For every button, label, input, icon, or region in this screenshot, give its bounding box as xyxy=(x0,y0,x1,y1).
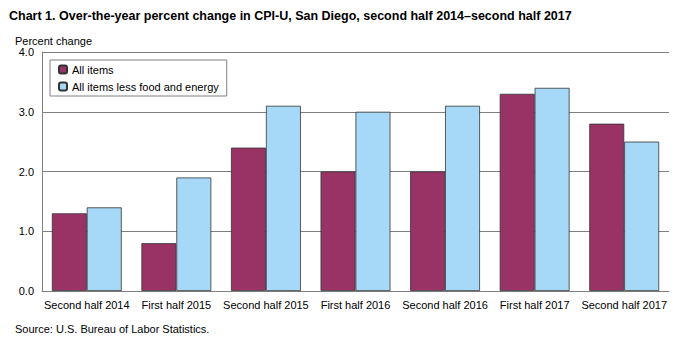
svg-text:All items: All items xyxy=(72,64,114,76)
svg-text:3.0: 3.0 xyxy=(19,106,34,118)
svg-text:Second half 2016: Second half 2016 xyxy=(402,299,488,311)
svg-text:First half 2016: First half 2016 xyxy=(321,299,391,311)
svg-text:Chart 1. Over-the-year percent: Chart 1. Over-the-year percent change in… xyxy=(9,9,572,23)
svg-text:Percent change: Percent change xyxy=(15,35,92,47)
svg-text:1.0: 1.0 xyxy=(19,225,34,237)
svg-text:Second half 2017: Second half 2017 xyxy=(581,299,667,311)
svg-text:First half 2017: First half 2017 xyxy=(500,299,570,311)
svg-text:Second half 2015: Second half 2015 xyxy=(223,299,309,311)
svg-text:First half 2015: First half 2015 xyxy=(142,299,212,311)
svg-text:Second half 2014: Second half 2014 xyxy=(44,299,130,311)
svg-text:2.0: 2.0 xyxy=(19,166,34,178)
svg-text:Source: U.S. Bureau of Labor S: Source: U.S. Bureau of Labor Statistics. xyxy=(15,323,209,335)
svg-text:4.0: 4.0 xyxy=(19,46,34,58)
svg-text:All items less food and energy: All items less food and energy xyxy=(72,81,219,93)
svg-text:0.0: 0.0 xyxy=(19,285,34,297)
